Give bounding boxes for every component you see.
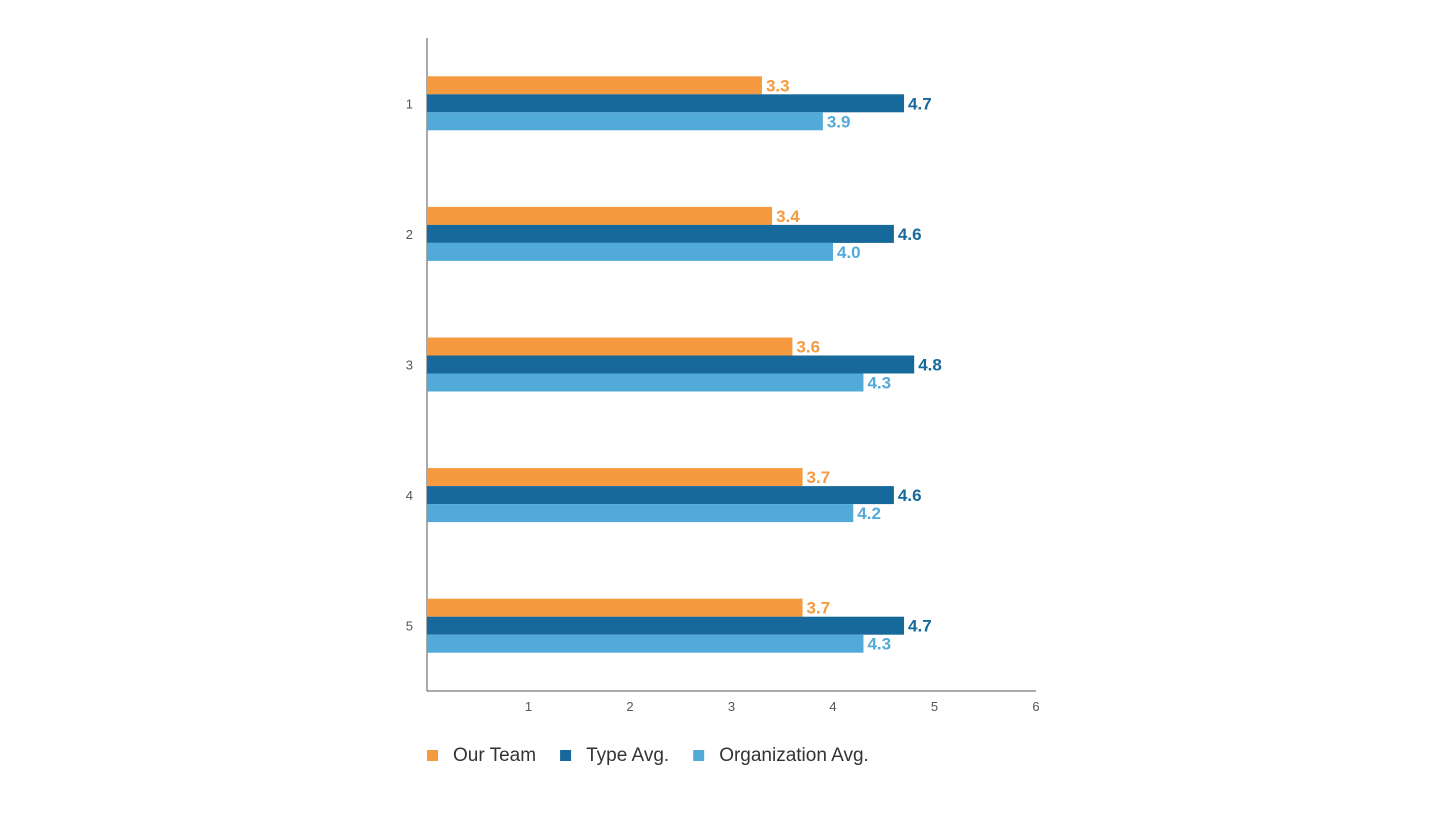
data-label: 3.3 [766, 76, 790, 95]
bar [427, 206, 773, 225]
data-label: 4.3 [867, 635, 891, 654]
legend-swatch [560, 750, 572, 761]
data-label: 4.7 [908, 617, 932, 636]
y-tick-label: 1 [406, 96, 413, 111]
data-label: 3.9 [827, 112, 851, 131]
x-tick-label: 1 [525, 699, 532, 714]
y-tick-label: 4 [406, 488, 413, 503]
bar [427, 373, 864, 392]
bar [427, 468, 803, 487]
data-label: 3.4 [776, 207, 800, 226]
data-label: 4.2 [857, 504, 881, 523]
data-label: 4.3 [867, 374, 891, 393]
bar [427, 94, 905, 113]
legend-label: Type Avg. [586, 745, 669, 766]
bar [427, 76, 762, 95]
x-tick-label: 3 [728, 699, 735, 714]
data-label: 4.0 [837, 243, 861, 262]
bar [427, 337, 793, 356]
bar [427, 355, 915, 374]
bar [427, 504, 854, 523]
x-tick-label: 6 [1032, 699, 1039, 714]
data-label: 4.6 [898, 225, 922, 244]
legend-label: Organization Avg. [719, 745, 869, 766]
data-label: 4.8 [918, 356, 942, 375]
bar [427, 598, 803, 617]
x-tick-label: 2 [626, 699, 633, 714]
data-label: 3.6 [796, 338, 820, 357]
legend-swatch [693, 750, 705, 761]
bar [427, 224, 894, 243]
y-tick-label: 3 [406, 358, 413, 373]
x-tick-label: 5 [931, 699, 938, 714]
data-label: 3.7 [807, 599, 831, 618]
bar [427, 616, 905, 635]
data-label: 4.6 [898, 486, 922, 505]
bar [427, 242, 833, 261]
bar [427, 634, 864, 653]
bar [427, 486, 894, 505]
data-label: 3.7 [807, 468, 831, 487]
legend-swatch [427, 750, 438, 761]
bar [427, 112, 823, 131]
y-tick-label: 2 [406, 227, 413, 242]
legend-label: Our Team [453, 745, 536, 766]
data-label: 4.7 [908, 94, 932, 113]
x-tick-label: 4 [829, 699, 836, 714]
y-tick-label: 5 [406, 619, 413, 634]
